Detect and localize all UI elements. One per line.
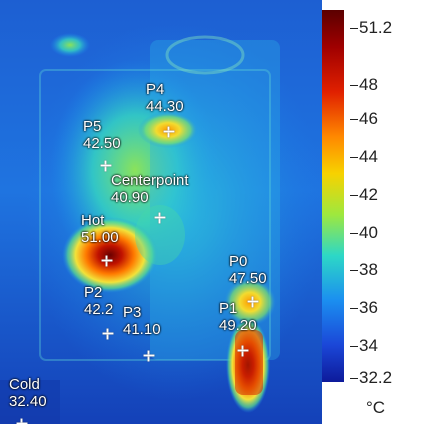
spot-name: Centerpoint bbox=[111, 172, 189, 189]
crosshair-marker-p5 bbox=[100, 160, 112, 172]
spot-value: 40.90 bbox=[111, 189, 149, 206]
spot-name: P0 bbox=[229, 253, 248, 270]
scale-tick-label: 48 bbox=[359, 75, 378, 94]
spot-label-p1: P1 49.20 bbox=[219, 300, 257, 334]
color-scale-bar bbox=[322, 10, 344, 382]
scale-tick bbox=[350, 270, 358, 271]
spot-value: 47.50 bbox=[229, 270, 267, 287]
scale-tick bbox=[350, 119, 358, 120]
scale-max-label: 51.2 bbox=[359, 18, 393, 37]
unit-label: °C bbox=[366, 398, 386, 417]
spot-label-hot: Hot 51.00 bbox=[81, 212, 119, 246]
spot-value: 41.10 bbox=[123, 321, 161, 338]
scale-min-label: 32.2 bbox=[359, 368, 393, 387]
spot-label-p4: P4 44.30 bbox=[146, 81, 184, 115]
crosshair-marker-p1 bbox=[237, 345, 249, 357]
scale-tick-label: 44 bbox=[359, 147, 378, 166]
spot-value: 42.50 bbox=[83, 135, 121, 152]
crosshair-marker-p4 bbox=[163, 126, 175, 138]
crosshair-marker-p0 bbox=[247, 296, 259, 308]
spot-label-cold: Cold 32.40 bbox=[9, 376, 47, 410]
scale-tick-label: 34 bbox=[359, 336, 378, 355]
temperature-scale: 51.2 48 46 44 42 40 38 36 34 32.2 °C bbox=[322, 0, 424, 424]
spot-name: Hot bbox=[81, 212, 105, 229]
scale-tick-label: 42 bbox=[359, 185, 378, 204]
crosshair-marker-centerpoint bbox=[154, 212, 166, 224]
spot-value: 49.20 bbox=[219, 317, 257, 334]
spot-name: P5 bbox=[83, 118, 102, 135]
spot-name: Cold bbox=[9, 376, 40, 393]
spot-name: P3 bbox=[123, 304, 142, 321]
spot-label-p5: P5 42.50 bbox=[83, 118, 121, 152]
spot-value: 42.2 bbox=[84, 301, 114, 318]
spot-label-p0: P0 47.50 bbox=[229, 253, 267, 287]
scale-tick bbox=[350, 378, 358, 379]
crosshair-marker-hot bbox=[101, 255, 113, 267]
spot-label-p2: P2 42.2 bbox=[84, 284, 113, 318]
scale-tick-label: 46 bbox=[359, 109, 378, 128]
spot-name: P1 bbox=[219, 300, 238, 317]
spot-value: 51.00 bbox=[81, 229, 119, 246]
scale-tick bbox=[350, 233, 358, 234]
scale-tick-label: 38 bbox=[359, 260, 378, 279]
scale-tick-label: 36 bbox=[359, 298, 378, 317]
scale-tick-label: 40 bbox=[359, 223, 378, 242]
crosshair-marker-p2 bbox=[102, 328, 114, 340]
scale-tick bbox=[350, 157, 358, 158]
spot-name: P4 bbox=[146, 81, 165, 98]
scale-tick bbox=[350, 195, 358, 196]
crosshair-marker-cold bbox=[16, 418, 28, 424]
scale-tick bbox=[350, 85, 358, 86]
spot-name: P2 bbox=[84, 284, 103, 301]
spot-value: 44.30 bbox=[146, 98, 184, 115]
scale-tick bbox=[350, 28, 358, 29]
spot-label-p3: P3 41.10 bbox=[123, 304, 161, 338]
thermal-image: P4 44.30 P5 42.50 Centerpoint 40.90 Hot … bbox=[0, 0, 322, 424]
spot-value: 32.40 bbox=[9, 393, 47, 410]
scale-tick bbox=[350, 346, 358, 347]
spot-label-centerpoint: Centerpoint 40.90 bbox=[111, 172, 189, 206]
scale-tick bbox=[350, 308, 358, 309]
crosshair-marker-p3 bbox=[143, 350, 155, 362]
